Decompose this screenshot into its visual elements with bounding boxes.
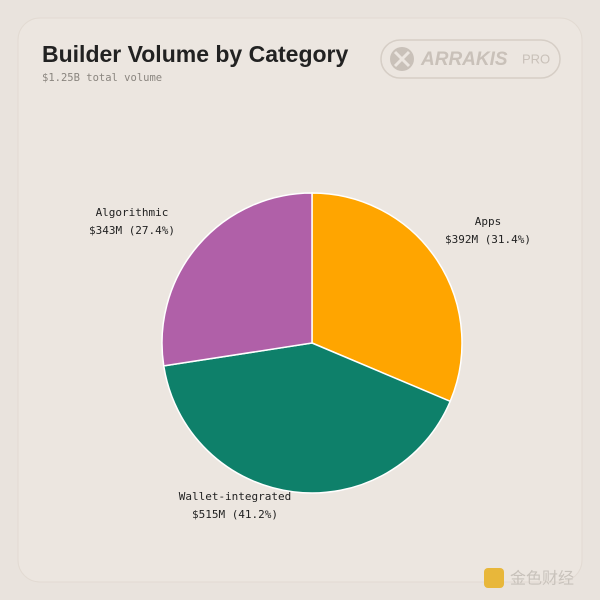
slice-label: Algorithmic	[96, 206, 169, 219]
watermark-icon	[484, 568, 504, 588]
logo-frame	[380, 39, 561, 79]
chart-subtitle: $1.25B total volume	[42, 72, 162, 84]
logo: ARRAKIS PRO	[380, 39, 561, 79]
slice-value-label: $343M (27.4%)	[89, 224, 175, 237]
pie-slice	[311, 192, 463, 403]
chart-title: Builder Volume by Category	[42, 41, 349, 67]
slice-value-label: $515M (41.2%)	[192, 508, 278, 521]
slice-label: Wallet-integrated	[179, 490, 292, 503]
pie-slice	[162, 342, 452, 494]
watermark-text: 金色财经	[510, 569, 574, 588]
pie-slice	[161, 192, 313, 367]
watermark: 金色财经	[484, 568, 574, 588]
logo-badge: PRO	[522, 51, 550, 66]
logo-text: ARRAKIS	[420, 49, 508, 70]
slice-label: Apps	[475, 215, 502, 228]
logo-icon-mark	[393, 50, 411, 68]
slice-value-label: $392M (31.4%)	[445, 233, 531, 246]
